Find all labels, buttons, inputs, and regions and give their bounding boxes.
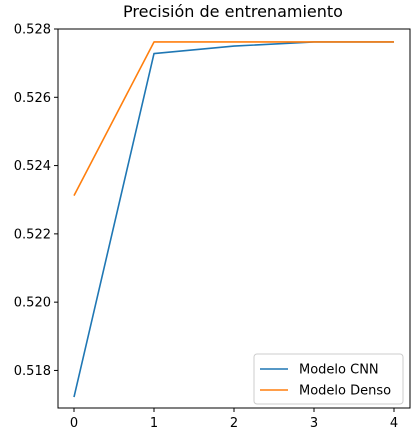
x-tick-label: 3: [310, 416, 318, 431]
x-tick-label: 4: [390, 416, 398, 431]
y-tick-label: 0.518: [14, 364, 51, 379]
series-line-denso: [73, 41, 394, 196]
legend-box: [253, 353, 404, 405]
y-tick-label: 0.520: [14, 296, 51, 311]
y-tick-label: 0.528: [14, 23, 51, 38]
legend: Modelo CNN Modelo Denso: [253, 353, 404, 405]
series-line-cnn: [73, 41, 394, 398]
x-tick-label: 0: [70, 416, 78, 431]
y-tick-label: 0.524: [14, 159, 51, 174]
plot-frame: [57, 28, 411, 409]
legend-label: Modelo CNN: [299, 363, 379, 378]
y-tick-label: 0.522: [14, 227, 51, 242]
series-layer: [73, 41, 394, 398]
y-tick-label: 0.526: [14, 91, 51, 106]
x-tick-label: 2: [230, 416, 238, 431]
x-tick-label: 1: [150, 416, 158, 431]
legend-label: Modelo Denso: [299, 384, 391, 399]
chart-title: Precisión de entrenamiento: [123, 2, 343, 21]
x-axis: 0 1 2 3 4: [70, 408, 398, 431]
y-axis: 0.518 0.520 0.522 0.524 0.526 0.528: [14, 23, 58, 379]
